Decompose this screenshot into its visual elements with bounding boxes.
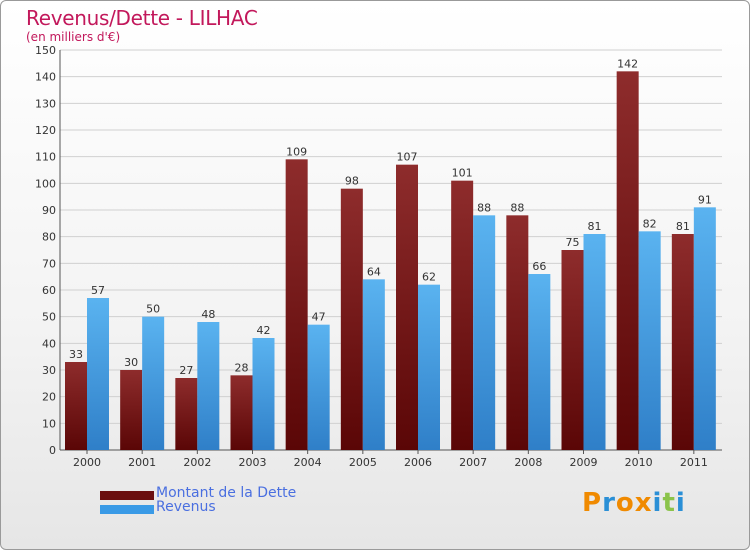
x-tick-label: 2006: [404, 456, 432, 469]
x-tick-label: 2005: [349, 456, 377, 469]
y-tick-label: 120: [35, 124, 56, 137]
y-tick-label: 100: [35, 177, 56, 190]
x-tick-label: 2007: [459, 456, 487, 469]
y-tick-label: 90: [42, 204, 56, 217]
bar-debt: [175, 378, 198, 450]
x-tick-label: 2001: [128, 456, 156, 469]
bar-debt: [506, 215, 529, 450]
x-tick-label: 2000: [73, 456, 101, 469]
data-label-revenue: 48: [201, 308, 215, 321]
bar-debt: [120, 370, 143, 450]
logo-letter: P: [582, 488, 603, 518]
logo-letter: r: [602, 488, 616, 518]
bar-revenue: [693, 207, 716, 450]
data-label-debt: 81: [676, 220, 690, 233]
data-label-debt: 28: [235, 361, 249, 374]
bar-debt: [396, 164, 418, 450]
data-label-revenue: 88: [477, 201, 491, 214]
y-tick-label: 40: [42, 337, 56, 350]
logo-letter: t: [662, 488, 676, 518]
chart-title: Revenus/Dette - LILHAC: [26, 6, 258, 30]
data-label-debt: 109: [286, 145, 307, 158]
bar-revenue: [252, 338, 275, 450]
proxiti-logo: Proxiti: [582, 488, 686, 518]
y-tick-label: 70: [42, 257, 56, 270]
logo-letter: i: [675, 488, 686, 518]
legend-label-debt: Montant de la Dette: [156, 485, 297, 501]
data-label-revenue: 64: [367, 265, 381, 278]
y-tick-label: 50: [42, 311, 56, 324]
x-tick-label: 2009: [570, 456, 598, 469]
y-tick-label: 150: [35, 44, 56, 57]
y-tick-label: 30: [42, 364, 56, 377]
x-tick-label: 2004: [294, 456, 322, 469]
y-tick-label: 60: [42, 284, 56, 297]
data-label-revenue: 57: [91, 284, 105, 297]
bar-debt: [671, 234, 694, 450]
bar-debt: [285, 159, 308, 451]
bar-revenue: [142, 316, 165, 450]
y-tick-label: 140: [35, 71, 56, 84]
bar-revenue: [87, 298, 109, 450]
y-tick-label: 20: [42, 391, 56, 404]
y-tick-label: 10: [42, 417, 56, 430]
bar-revenue: [473, 215, 496, 450]
x-tick-label: 2011: [680, 456, 708, 469]
bar-revenue: [638, 231, 661, 450]
y-tick-label: 110: [35, 151, 56, 164]
bar-revenue: [583, 234, 606, 450]
x-tick-label: 2003: [239, 456, 267, 469]
bar-debt: [230, 375, 253, 450]
y-tick-label: 0: [49, 444, 56, 457]
data-label-revenue: 66: [532, 260, 546, 273]
logo-letter: x: [634, 488, 653, 518]
bar-revenue: [528, 274, 551, 450]
bar-debt: [451, 180, 474, 450]
data-label-revenue: 47: [312, 311, 326, 324]
data-label-debt: 142: [617, 57, 638, 70]
data-label-revenue: 42: [257, 324, 271, 337]
data-label-debt: 107: [397, 151, 418, 164]
y-tick-label: 130: [35, 97, 56, 110]
data-label-debt: 101: [452, 167, 473, 180]
data-label-debt: 30: [124, 356, 138, 369]
data-label-debt: 75: [566, 236, 580, 249]
data-label-revenue: 50: [146, 303, 160, 316]
data-label-revenue: 81: [588, 220, 602, 233]
bar-debt: [616, 71, 639, 450]
data-label-debt: 33: [69, 348, 83, 361]
bar-revenue: [362, 279, 385, 450]
logo-letter: i: [652, 488, 663, 518]
legend-label-revenue: Revenus: [156, 499, 216, 515]
x-tick-label: 2008: [514, 456, 542, 469]
data-label-revenue: 62: [422, 271, 436, 284]
x-tick-label: 2010: [625, 456, 653, 469]
bar-debt: [561, 250, 584, 450]
chart-subtitle: (en milliers d'€): [26, 30, 121, 44]
bar-revenue: [307, 324, 330, 450]
bar-revenue: [197, 322, 220, 450]
bar-revenue: [418, 284, 440, 450]
bar-debt: [65, 362, 87, 450]
x-tick-label: 2002: [183, 456, 211, 469]
data-label-debt: 27: [179, 364, 193, 377]
bar-debt: [340, 188, 363, 450]
legend-swatch-debt: [100, 491, 154, 500]
data-label-debt: 88: [510, 201, 524, 214]
data-label-debt: 98: [345, 175, 359, 188]
logo-letter: o: [615, 488, 635, 518]
y-tick-label: 80: [42, 231, 56, 244]
data-label-revenue: 91: [698, 193, 712, 206]
data-label-revenue: 82: [643, 217, 657, 230]
legend-swatch-revenue: [100, 505, 154, 514]
